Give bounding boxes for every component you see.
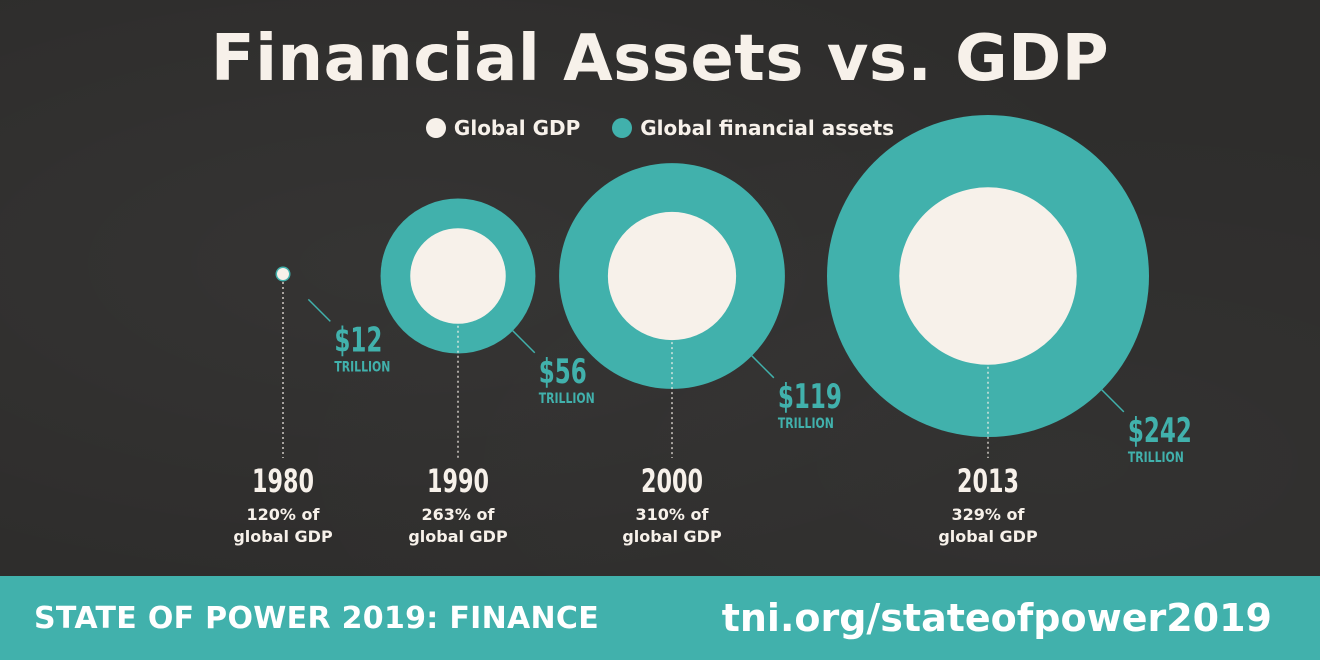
year-label-1990: 1990 [427, 462, 489, 500]
pct-sublabel-2000: global GDP [622, 527, 722, 546]
value-connector-2013 [1101, 389, 1125, 413]
pct-sublabel-1980: global GDP [233, 527, 333, 546]
value-label-2000: $119 [778, 377, 842, 417]
value-label-1980: $12 [334, 320, 382, 360]
pct-label-2013: 329% of [952, 505, 1026, 524]
year-label-2013: 2013 [957, 462, 1019, 500]
footer-bar: STATE OF POWER 2019: FINANCE tni.org/sta… [0, 576, 1320, 660]
pct-label-1980: 120% of [247, 505, 321, 524]
value-connector-1980 [307, 298, 331, 322]
value-label-2013: $242 [1128, 411, 1192, 451]
value-connector-2000 [751, 355, 775, 379]
value-label-1990: $56 [539, 352, 587, 392]
unit-label-2013: TRILLION [1128, 450, 1184, 466]
gdp-bubble-1990 [410, 228, 506, 324]
pct-sublabel-2013: global GDP [938, 527, 1038, 546]
pct-sublabel-1990: global GDP [408, 527, 508, 546]
legend: Global GDP Global financial assets [0, 116, 1320, 140]
unit-label-2000: TRILLION [778, 416, 834, 432]
gdp-swatch-icon [425, 118, 446, 138]
unit-label-1990: TRILLION [539, 391, 595, 407]
chart-title: Financial Assets vs. GDP [210, 22, 1110, 96]
footer-url-link[interactable]: tni.org/stateofpower2019 [721, 596, 1272, 640]
pct-label-1990: 263% of [422, 505, 496, 524]
legend-item-gdp: Global GDP [425, 116, 581, 140]
value-connector-1990 [512, 330, 536, 354]
assets-swatch-icon [612, 118, 633, 138]
gdp-bubble-2000 [607, 211, 737, 341]
pct-label-2000: 310% of [636, 505, 710, 524]
legend-item-assets: Global financial assets [612, 116, 894, 140]
gdp-bubble-2013 [899, 187, 1077, 365]
year-label-1980: 1980 [252, 462, 314, 500]
gdp-bubble-1980 [277, 268, 289, 280]
legend-label-gdp: Global GDP [453, 116, 581, 140]
unit-label-1980: TRILLION [334, 359, 390, 375]
year-label-2000: 2000 [641, 462, 703, 500]
legend-label-assets: Global financial assets [640, 116, 895, 140]
footer-publication-label: STATE OF POWER 2019: FINANCE [34, 600, 600, 636]
